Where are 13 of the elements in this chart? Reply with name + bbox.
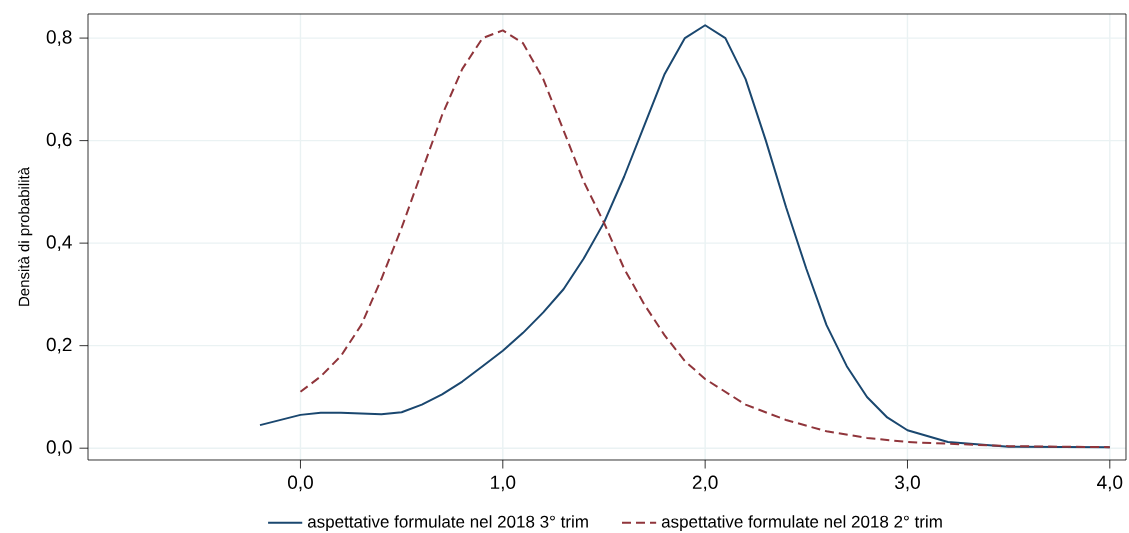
y-tick-label: 0,4	[46, 235, 72, 251]
y-tick-label: 0,6	[46, 132, 72, 149]
y-tick-label: 0,8	[46, 30, 72, 46]
x-tick-label: 0,0	[288, 475, 313, 492]
legend-label: aspettative formulate nel 2018 3° trim	[307, 515, 588, 532]
x-tick-label: 4,0	[1097, 475, 1123, 492]
y-axis-title: Densità di probabilità	[18, 166, 33, 306]
x-tick-label: 3,0	[894, 475, 920, 492]
legend-label: aspettative formulate nel 2018 2° trim	[661, 515, 942, 532]
y-tick-label: 0,2	[46, 337, 72, 354]
x-tick-label: 2,0	[692, 475, 718, 492]
y-tick-label: 0,0	[46, 440, 72, 457]
x-tick-label: 1,0	[491, 475, 516, 492]
